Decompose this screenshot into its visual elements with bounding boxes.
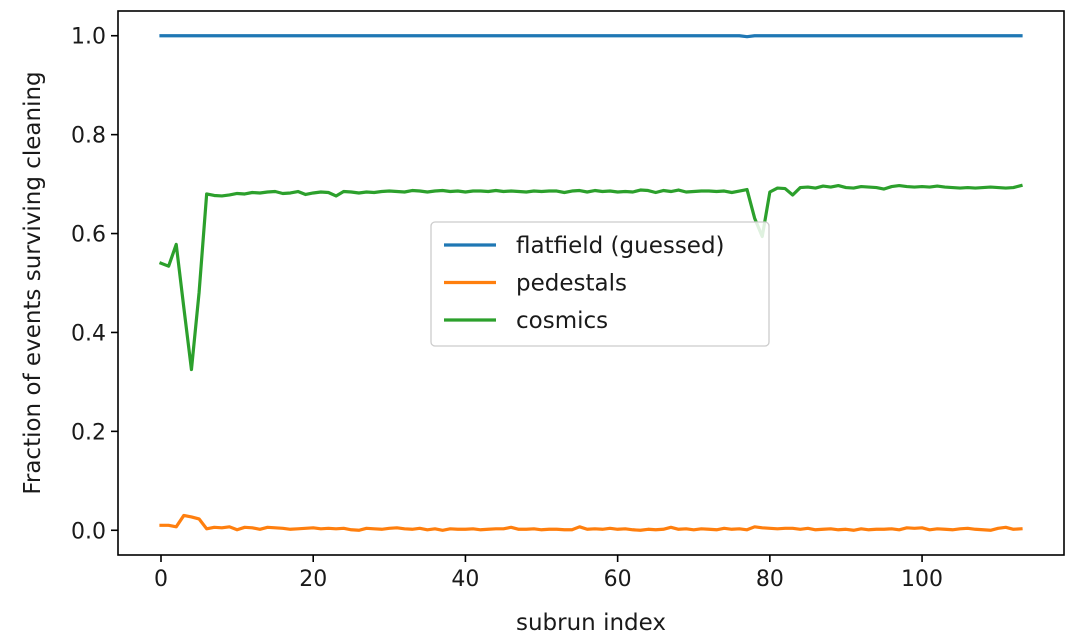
legend-label: flatfield (guessed): [516, 233, 725, 259]
tick-layer: 0 20 40 60 80 100 0.0 0.2 0.4 0.6 0.8 1.0: [71, 25, 943, 592]
series-line-1: [159, 34, 1023, 39]
legend: flatfield (guessed) pedestals cosmics: [430, 221, 770, 347]
y-tick-label: 0.2: [71, 420, 106, 445]
legend-label: cosmics: [516, 308, 608, 334]
y-tick-label: 0.8: [71, 124, 106, 149]
legend-label: pedestals: [516, 271, 627, 297]
series-line-2: [159, 513, 1023, 532]
series-line-3: [158, 183, 1023, 372]
legend-box: [430, 221, 770, 347]
legend-entries: flatfield (guessed) pedestals cosmics: [444, 233, 725, 334]
x-tick-label: 0: [154, 567, 168, 592]
x-tick-label: 100: [901, 567, 943, 592]
y-tick-label: 0.6: [71, 223, 106, 248]
x-axis-label: subrun index: [516, 610, 666, 636]
y-tick-label: 0.0: [71, 519, 106, 544]
x-tick-label: 60: [604, 567, 632, 592]
x-tick-label: 40: [451, 567, 479, 592]
y-axis-label: Fraction of events surviving cleaning: [20, 71, 46, 494]
y-tick-label: 0.4: [71, 321, 106, 346]
plot-frame: [117, 10, 1065, 556]
y-tick-label: 1.0: [71, 25, 106, 50]
series-layer: [158, 34, 1023, 532]
x-tick-label: 20: [299, 567, 327, 592]
x-tick-label: 80: [756, 567, 784, 592]
